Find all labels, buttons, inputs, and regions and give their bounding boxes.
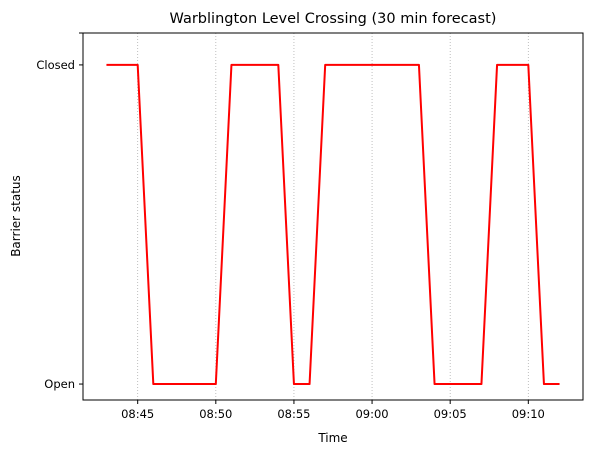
x-ticks: 08:45 08:50 08:55 09:00 09:05 09:10	[121, 400, 545, 421]
y-axis-label: Barrier status	[9, 175, 23, 257]
x-tick-label: 08:55	[277, 407, 310, 421]
y-ticks: Open Closed	[36, 32, 83, 391]
x-tick-label: 09:05	[434, 407, 467, 421]
plot-frame	[82, 32, 584, 401]
x-tick-label: 08:45	[121, 407, 154, 421]
grid-lines	[137, 33, 529, 400]
x-tick-label: 09:00	[355, 407, 388, 421]
chart-title: Warblington Level Crossing (30 min forec…	[170, 11, 497, 27]
y-tick-label: Open	[44, 377, 75, 391]
plot-area	[83, 33, 583, 400]
x-axis-label: Time	[317, 431, 347, 445]
x-tick-label: 09:10	[512, 407, 545, 421]
series-layer	[106, 63, 560, 386]
y-tick-label: Closed	[36, 58, 75, 72]
series-line	[106, 63, 560, 386]
x-tick-label: 08:50	[199, 407, 232, 421]
